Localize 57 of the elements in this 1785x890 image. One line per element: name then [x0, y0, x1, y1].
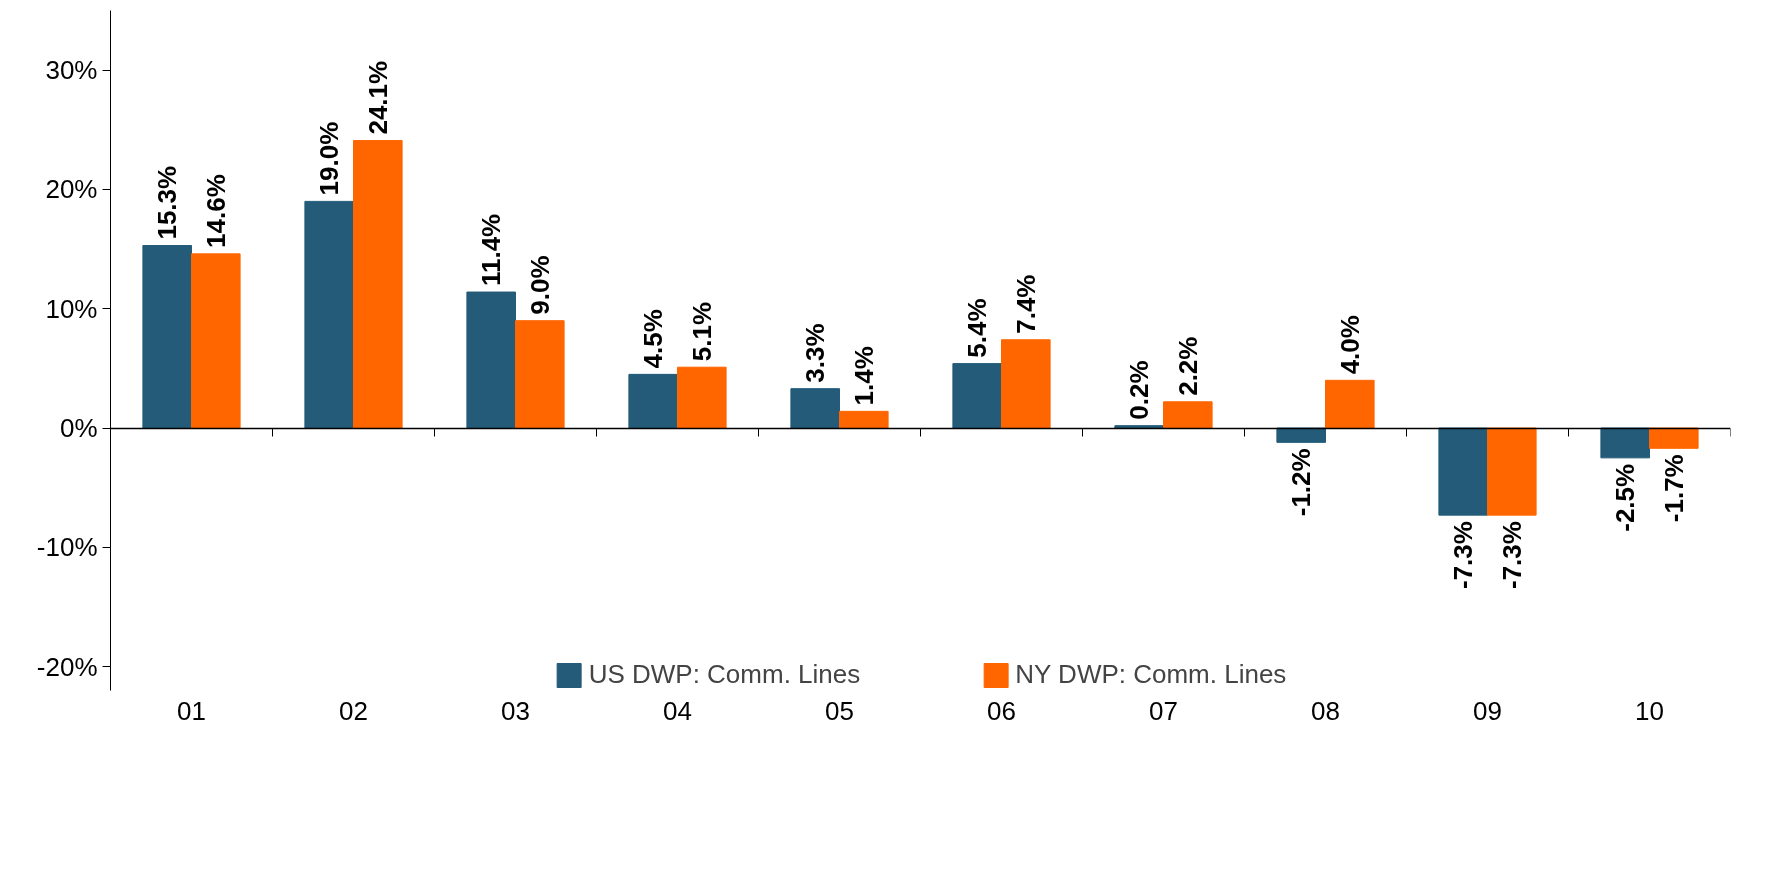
bar: [466, 291, 516, 429]
bar: [1001, 339, 1051, 429]
y-tick-label: 10%: [45, 293, 98, 324]
bar: [839, 410, 889, 429]
data-label: 5.4%: [962, 298, 993, 358]
data-label: 4.5%: [638, 309, 669, 369]
x-tick-label: 04: [663, 695, 692, 726]
y-tick-label: 0%: [59, 413, 98, 444]
bar: [677, 366, 727, 429]
data-label: 14.6%: [200, 174, 231, 248]
x-tick-label: 07: [1149, 695, 1178, 726]
x-tick-label: 06: [987, 695, 1016, 726]
bar: [1600, 427, 1650, 459]
data-label: 1.4%: [848, 346, 879, 406]
data-label: -2.5%: [1610, 463, 1641, 532]
bar: [304, 200, 354, 429]
data-label: -7.3%: [1496, 521, 1527, 590]
bar: [790, 388, 840, 429]
legend-label: US DWP: Comm. Lines: [588, 659, 861, 690]
x-tick-label: 03: [501, 695, 530, 726]
bar: [628, 373, 678, 429]
bar: [1649, 427, 1699, 449]
x-tick-label: 08: [1311, 695, 1340, 726]
bar: [142, 245, 192, 429]
y-tick-label: 30%: [45, 55, 98, 86]
data-label: 11.4%: [476, 213, 507, 287]
bar: [1276, 427, 1326, 443]
bar: [952, 363, 1002, 429]
data-label: -1.2%: [1286, 448, 1317, 517]
data-label: 4.0%: [1334, 315, 1365, 375]
y-tick-label: 20%: [45, 174, 98, 205]
bar: [1438, 427, 1488, 516]
bar: [515, 320, 565, 429]
x-tick-label: 10: [1635, 695, 1664, 726]
data-label: 2.2%: [1172, 336, 1203, 396]
data-label: 24.1%: [362, 60, 393, 135]
legend-label: NY DWP: Comm. Lines: [1015, 659, 1287, 690]
y-tick-label: -10%: [36, 532, 98, 563]
data-label: 0.2%: [1124, 360, 1155, 420]
data-label: 19.0%: [314, 121, 345, 196]
bar: [191, 253, 241, 429]
bar: [1163, 401, 1213, 429]
x-tick-label: 09: [1473, 695, 1502, 726]
data-label: 15.3%: [152, 165, 183, 240]
x-tick-label: 05: [825, 695, 854, 726]
data-label: 7.4%: [1010, 274, 1041, 334]
bar: [1487, 427, 1537, 516]
x-tick-label: 02: [339, 695, 368, 726]
data-label: 3.3%: [800, 323, 831, 383]
x-tick-label: 01: [177, 695, 206, 726]
bar: [353, 140, 403, 429]
data-label: -1.7%: [1658, 454, 1689, 523]
y-tick-label: -20%: [36, 651, 98, 682]
bar: [1325, 379, 1375, 429]
data-label: -7.3%: [1448, 521, 1479, 590]
data-label: 5.1%: [686, 301, 717, 362]
data-label: 9.0%: [524, 255, 555, 315]
